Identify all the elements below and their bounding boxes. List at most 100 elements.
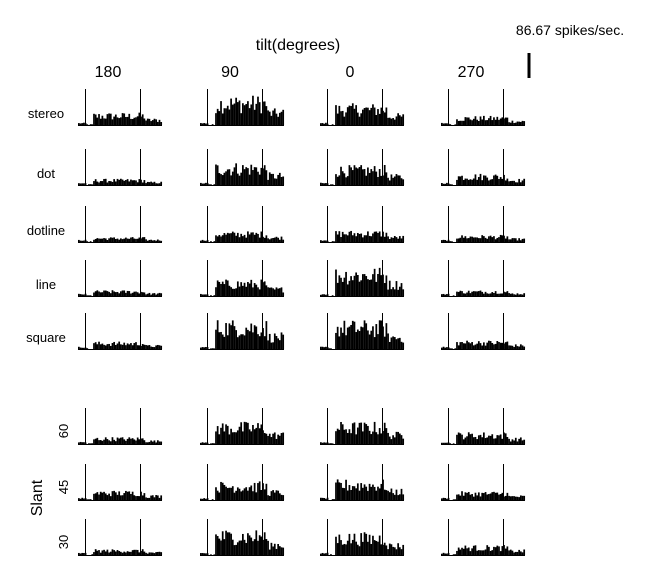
histogram-bar: [345, 234, 347, 242]
histogram-bar: [483, 432, 485, 444]
histogram-bar: [109, 496, 112, 500]
psth-panel: [441, 408, 526, 445]
histogram-bar: [323, 123, 326, 125]
histogram-bar: [236, 430, 239, 444]
histogram-bar: [444, 442, 447, 444]
histogram-bar: [350, 433, 352, 444]
histogram-bar: [454, 348, 457, 349]
histogram-bar: [469, 434, 472, 444]
histogram-bar: [99, 118, 102, 125]
histogram-bar: [446, 498, 448, 500]
histogram-bar: [373, 166, 376, 185]
histogram-bar: [263, 101, 266, 125]
histogram-bar: [521, 440, 524, 444]
tilt-header: 0: [346, 64, 355, 81]
histogram-bar: [518, 438, 521, 444]
histogram-bar: [462, 343, 465, 349]
histogram-bar: [488, 340, 490, 349]
slant-value-label: 45: [56, 480, 71, 494]
histogram-bar: [331, 295, 334, 296]
histogram-bar: [356, 329, 359, 349]
histogram-bar: [109, 441, 112, 444]
histogram-bar: [378, 428, 381, 444]
histogram-bar: [462, 495, 465, 500]
histogram-bar: [372, 484, 374, 500]
histogram-bar: [377, 273, 379, 296]
histogram-bar: [477, 435, 480, 444]
histogram-bar: [377, 109, 379, 125]
histogram-bar: [486, 238, 489, 242]
histogram-bar: [109, 237, 112, 242]
histogram-bar: [368, 483, 371, 500]
histogram-bar: [504, 292, 507, 296]
histogram-bar: [104, 290, 107, 296]
histogram-bar: [516, 441, 519, 444]
histogram-bar: [215, 164, 217, 185]
histogram-bar: [280, 332, 283, 349]
histogram-bar: [236, 337, 239, 349]
histogram-bar: [235, 97, 238, 125]
histogram-bar: [86, 295, 89, 296]
histogram-bar: [498, 342, 500, 349]
histogram-bar: [93, 239, 95, 242]
histogram-bar: [494, 239, 497, 242]
histogram-bar: [441, 183, 443, 185]
histogram-bar: [477, 238, 480, 242]
histogram-bar: [513, 180, 515, 185]
histogram-bar: [338, 429, 341, 444]
histogram-bar: [125, 180, 127, 185]
histogram-bar: [382, 110, 384, 125]
histogram-bar: [99, 292, 102, 296]
histogram-bar: [489, 550, 492, 555]
histogram-bar: [506, 492, 509, 500]
histogram-bar: [479, 343, 482, 349]
histogram-bar: [78, 498, 80, 500]
histogram-bar: [469, 236, 472, 242]
histogram-bar: [233, 288, 236, 296]
histogram-bar: [215, 287, 217, 296]
histogram-bar: [504, 180, 507, 185]
histogram-bar: [362, 169, 364, 185]
histogram-bar: [449, 348, 452, 349]
histogram-bar: [523, 439, 526, 444]
histogram-bar: [441, 553, 443, 555]
histogram-bar: [145, 294, 147, 296]
histogram-bar: [108, 440, 110, 444]
histogram-bar: [444, 347, 447, 349]
histogram-bar: [104, 118, 107, 125]
histogram-bar: [225, 323, 227, 349]
histogram-bar: [336, 543, 339, 555]
histogram-bar: [393, 119, 396, 125]
histogram-bar: [400, 178, 403, 185]
histogram-bar: [514, 551, 517, 555]
histogram-bar: [114, 181, 117, 185]
histogram-bar: [456, 291, 458, 296]
histogram-bar: [350, 324, 352, 349]
histogram-bar: [108, 343, 110, 349]
histogram-bar: [508, 239, 510, 242]
histogram-bar: [362, 487, 364, 500]
histogram-bar: [398, 547, 401, 555]
histogram-bar: [477, 291, 480, 296]
histogram-bar: [210, 241, 212, 242]
histogram-bar: [221, 113, 224, 125]
histogram-bar: [103, 118, 105, 125]
histogram-bar: [272, 342, 274, 349]
histogram-bar: [223, 108, 226, 125]
psth-panel: [441, 464, 526, 501]
histogram-bar: [98, 238, 100, 242]
histogram-bar: [363, 320, 366, 349]
histogram-bar: [395, 489, 398, 500]
histogram-bar: [350, 543, 352, 555]
histogram-bar: [400, 435, 403, 444]
histogram-bar: [501, 342, 504, 349]
histogram-bar: [126, 290, 129, 296]
histogram-bar: [395, 116, 398, 125]
histogram-bar: [141, 114, 144, 125]
histogram-bar: [459, 237, 462, 242]
histogram-bar: [471, 236, 473, 242]
histogram-bar: [496, 435, 499, 444]
histogram-bar: [231, 486, 234, 500]
histogram-bar: [388, 117, 391, 125]
histogram-bar: [350, 167, 352, 185]
